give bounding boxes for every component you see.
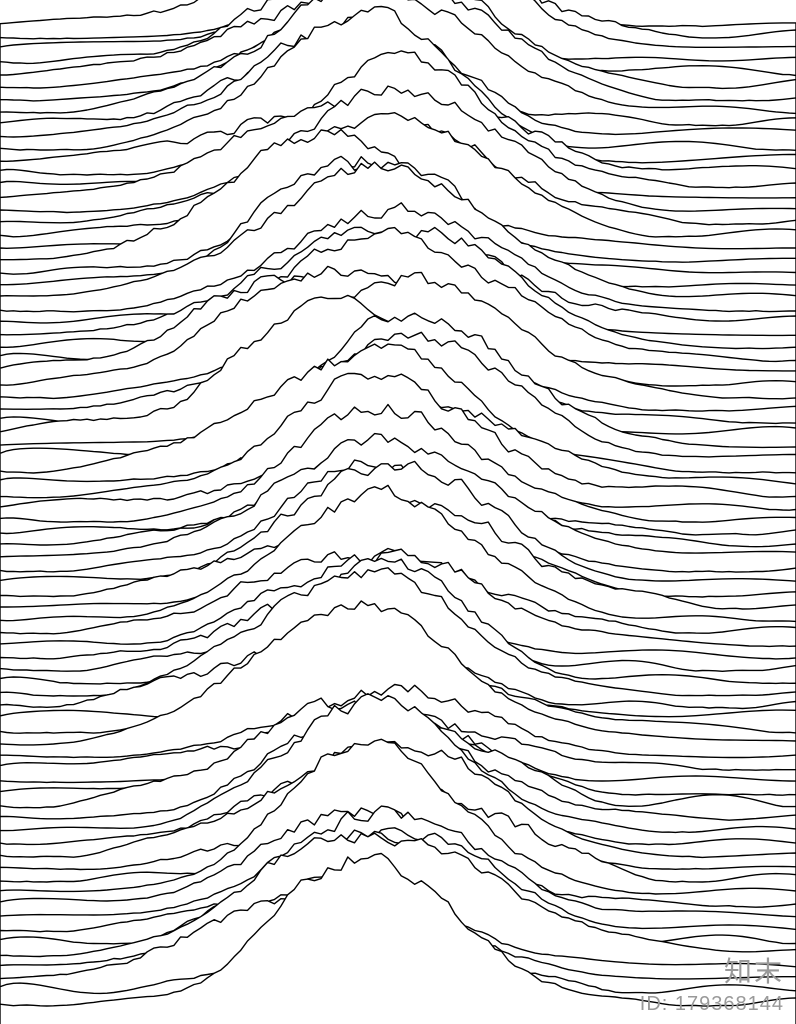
ridgeline-chart — [0, 0, 796, 1024]
